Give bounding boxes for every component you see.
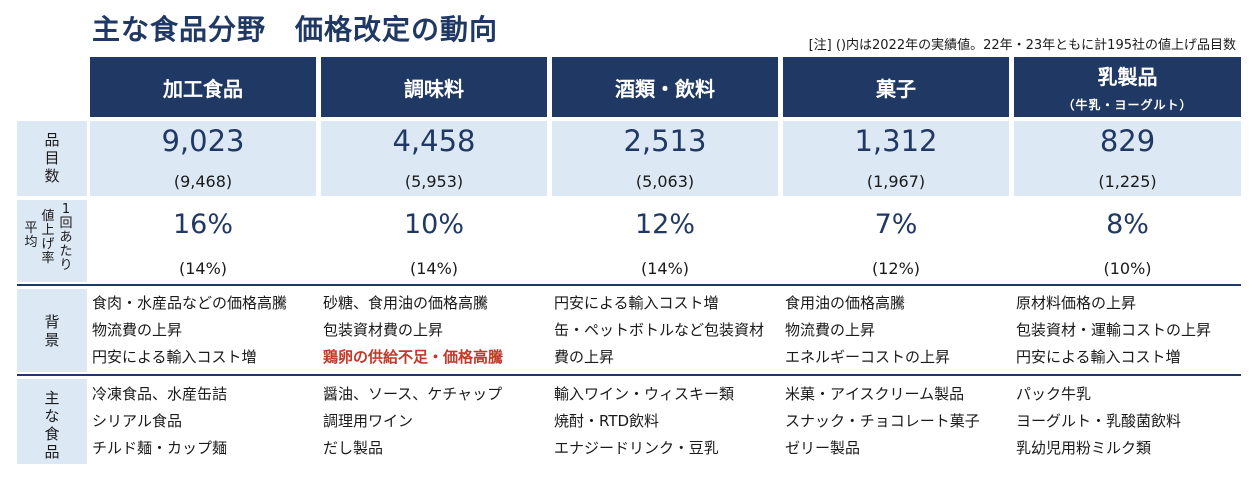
background-list: 円安による輸入コスト増 缶・ペットボトルなど包装資材 費の上昇: [554, 290, 764, 371]
background-item: 円安による輸入コスト増: [1016, 348, 1181, 366]
background-item: エネルギーコストの上昇: [785, 348, 951, 366]
column-header-label: 菓子: [876, 76, 916, 101]
items-cell-bg: [90, 121, 316, 196]
products-list: パック牛乳 ヨーグルト・乳酸菌飲料 乳幼児用粉ミルク類: [1016, 381, 1181, 462]
product-item: ヨーグルト・乳酸菌飲料: [1016, 412, 1182, 430]
rate-prev: (10%): [1103, 259, 1152, 278]
background-item: 食肉・水産品などの価格高騰: [92, 294, 288, 312]
background-item: 食用油の価格高騰: [785, 294, 906, 312]
product-item: シリアル食品: [92, 412, 183, 430]
rate-value: 7%: [874, 209, 918, 240]
row-label-background-text: 背景: [44, 313, 60, 349]
product-item: 醤油、ソース、ケチャップ: [323, 385, 503, 403]
items-cell-bg: [783, 121, 1009, 196]
rate-prev: (12%): [871, 259, 921, 278]
product-item: チルド麺・カップ麺: [92, 439, 228, 457]
background-item: 円安による輸入コスト増: [554, 294, 719, 312]
background-item: 包装資材・運輸コストの上昇: [1016, 321, 1212, 339]
row-label-products-text: 主な食品: [44, 389, 60, 461]
column-header-label: 乳製品: [1097, 65, 1158, 89]
row-divider: [17, 284, 1241, 286]
product-item: パック牛乳: [1016, 385, 1092, 403]
column-header-confectionery: 菓子: [783, 57, 1009, 117]
column-header-beverages: 酒類・飲料: [552, 57, 778, 117]
product-item: 輸入ワイン・ウィスキー類: [554, 385, 735, 403]
product-item: 乳幼児用粉ミルク類: [1016, 439, 1152, 457]
background-list: 原材料価格の上昇 包装資材・運輸コストの上昇 円安による輸入コスト増: [1016, 290, 1211, 371]
background-item: 物流費の上昇: [785, 321, 876, 339]
product-item: 冷凍食品、水産缶詰: [92, 385, 228, 403]
column-header-seasoning: 調味料: [321, 57, 547, 117]
items-count: 2,513: [623, 124, 707, 158]
row-label-rate: [17, 200, 87, 282]
product-item: 焼酎・RTD飲料: [554, 412, 660, 430]
footnote: [注] ()内は2022年の実績値。22年・23年ともに計195社の値上げ品目数: [808, 38, 1236, 53]
product-item: だし製品: [323, 439, 384, 457]
rate-prev: (14%): [409, 259, 459, 278]
items-count-prev: (9,468): [173, 172, 233, 191]
items-count-prev: (1,225): [1098, 172, 1157, 191]
product-item: スナック・チョコレート菓子: [785, 412, 980, 430]
row-label-background: [17, 289, 87, 372]
rate-value: 10%: [403, 209, 464, 240]
rate-value: 8%: [1106, 209, 1149, 240]
background-list: 砂糖、食用油の価格高騰 包装資材費の上昇 鶏卵の供給不足・価格高騰: [323, 290, 503, 371]
background-item: 包装資材費の上昇: [323, 321, 444, 339]
product-item: エナジードリンク・豆乳: [554, 439, 719, 457]
background-item: 砂糖、食用油の価格高騰: [323, 294, 489, 312]
row-label-rate-side1: 1回あたり: [59, 202, 73, 273]
column-header-sublabel: （牛乳・ヨーグルト）: [1062, 98, 1193, 112]
items-cell-bg: [552, 121, 778, 196]
product-item: ゼリー製品: [785, 439, 861, 457]
column-header-label: 酒類・飲料: [615, 76, 715, 101]
products-list: 醤油、ソース、ケチャップ 調理用ワイン だし製品: [323, 381, 502, 462]
background-item: 物流費の上昇: [92, 321, 183, 339]
page-title: 主な食品分野 価格改定の動向: [92, 13, 499, 46]
background-list: 食用油の価格高騰 物流費の上昇 エネルギーコストの上昇: [785, 290, 950, 371]
products-list: 米菓・アイスクリーム製品 スナック・チョコレート菓子 ゼリー製品: [785, 381, 980, 462]
background-item: 缶・ペットボトルなど包装資材: [554, 321, 765, 339]
items-count-prev: (5,953): [404, 172, 464, 191]
products-list: 輸入ワイン・ウィスキー類 焼酎・RTD飲料 エナジードリンク・豆乳: [554, 381, 734, 462]
items-count-prev: (1,967): [866, 172, 926, 191]
background-item-highlight: 鶏卵の供給不足・価格高騰: [323, 348, 504, 366]
row-label-rate-main: 値上げ率: [41, 209, 55, 266]
products-list: 冷凍食品、水産缶詰 シリアル食品 チルド麺・カップ麺: [92, 381, 227, 462]
items-count: 9,023: [161, 124, 245, 158]
background-item: 原材料価格の上昇: [1016, 294, 1137, 312]
row-divider: [17, 374, 1241, 376]
column-header-processed-food: 加工食品: [90, 57, 316, 117]
column-header-label: 加工食品: [163, 76, 243, 101]
rate-prev: (14%): [640, 259, 690, 278]
rate-prev: (14%): [178, 259, 228, 278]
column-header-label: 調味料: [404, 76, 464, 101]
items-count-prev: (5,063): [635, 172, 695, 191]
product-item: 米菓・アイスクリーム製品: [785, 385, 965, 403]
row-label-items: [17, 121, 87, 196]
items-cell-bg: [321, 121, 547, 196]
row-label-rate-side2: 平均: [24, 221, 38, 250]
items-cell-bg: [1014, 121, 1241, 196]
background-list: 食肉・水産品などの価格高騰 物流費の上昇 円安による輸入コスト増: [92, 290, 287, 371]
column-header-dairy: 乳製品 （牛乳・ヨーグルト）: [1014, 57, 1241, 117]
rate-value: 16%: [172, 209, 233, 240]
items-count: 1,312: [854, 124, 938, 158]
items-count: 4,458: [392, 124, 476, 158]
background-item: 費の上昇: [554, 348, 615, 366]
rate-value: 12%: [634, 209, 695, 240]
background-item: 円安による輸入コスト増: [92, 348, 257, 366]
row-label-products: [17, 379, 87, 464]
row-label-items-text: 品目数: [44, 131, 60, 185]
product-item: 調理用ワイン: [323, 412, 414, 430]
items-count: 829: [1099, 124, 1156, 158]
